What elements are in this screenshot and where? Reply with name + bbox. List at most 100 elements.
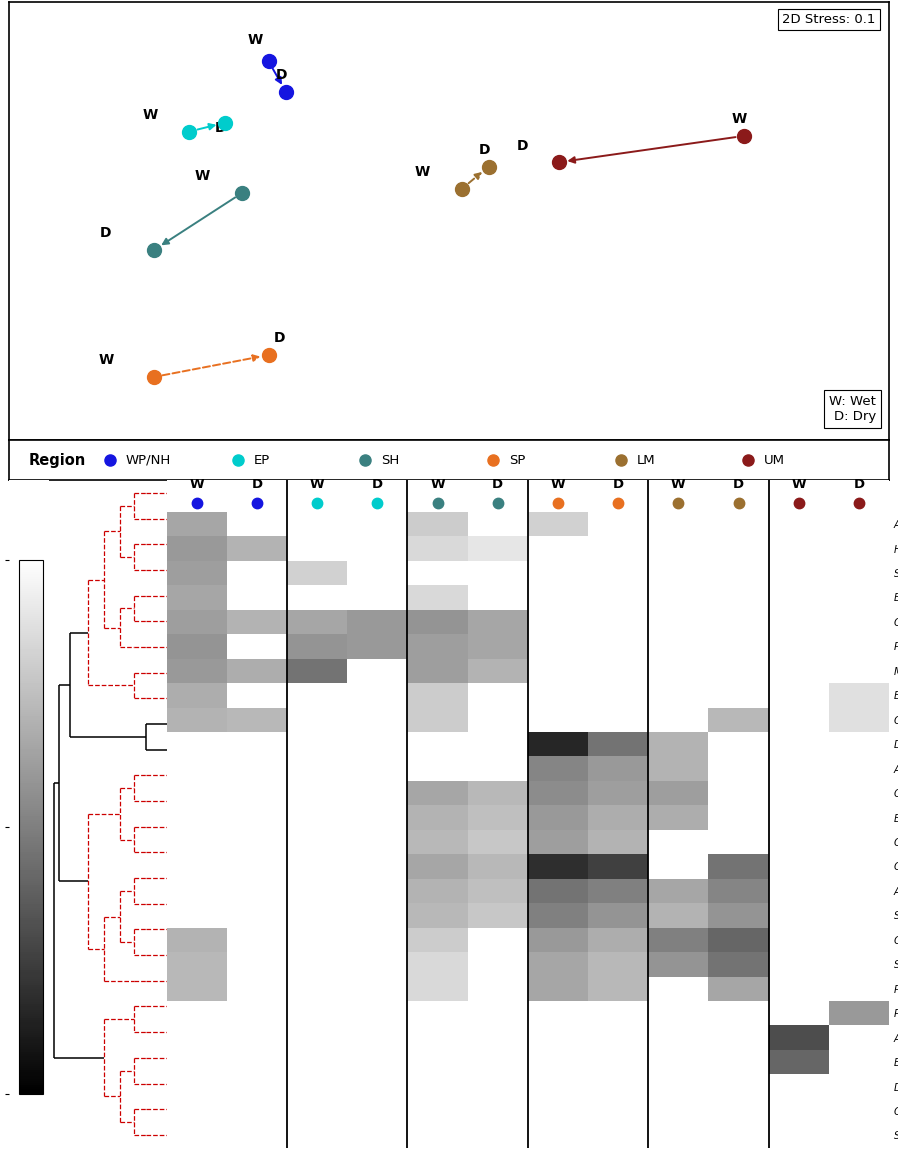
Bar [588,1074,648,1098]
Bar [468,1124,528,1148]
Bar [167,585,227,610]
Bar [468,683,528,707]
Bar [648,952,709,976]
Bar [769,561,829,585]
Bar [167,903,227,928]
Bar [468,731,528,757]
Bar [769,854,829,879]
Bar [287,1000,348,1026]
Bar [709,781,769,805]
Bar [769,1098,829,1124]
Bar [588,634,648,659]
Bar [167,536,227,561]
Bar [287,879,348,903]
Bar [287,561,348,585]
Bar [648,976,709,1000]
Bar [408,879,468,903]
Bar [769,781,829,805]
Bar [769,1000,829,1026]
Bar [528,512,588,536]
Bar [468,879,528,903]
Bar [348,683,408,707]
Bar [227,634,287,659]
Bar [528,1098,588,1124]
Bar [167,1124,227,1148]
Bar [468,976,528,1000]
Bar [588,610,648,634]
Bar [227,879,287,903]
Bar [408,952,468,976]
Bar [227,610,287,634]
Bar [348,634,408,659]
Text: W: W [550,478,565,491]
Bar [588,1026,648,1050]
Bar [468,659,528,683]
Text: SH: SH [382,454,400,467]
Bar [408,781,468,805]
Bar [408,512,468,536]
Bar [769,805,829,830]
Bar [829,879,889,903]
Bar [348,781,408,805]
Bar [528,731,588,757]
Bar [468,757,528,781]
Text: W: W [732,113,747,126]
Bar [829,610,889,634]
Bar [167,731,227,757]
Bar [588,1124,648,1148]
Bar [408,1074,468,1098]
Bar [648,683,709,707]
Bar [648,1050,709,1074]
Bar [829,512,889,536]
Bar [348,731,408,757]
Bar [227,707,287,731]
Bar [709,805,769,830]
Text: D: D [273,331,285,345]
Bar [408,1000,468,1026]
Bar [287,585,348,610]
Bar [588,830,648,854]
Bar [227,805,287,830]
Bar [709,1098,769,1124]
Bar [287,1124,348,1148]
Bar [408,1050,468,1074]
Bar [648,659,709,683]
Bar [348,854,408,879]
Bar [829,585,889,610]
Bar [287,1074,348,1098]
Bar [769,707,829,731]
Bar [709,830,769,854]
Bar [709,1074,769,1098]
Bar [769,1124,829,1148]
Text: EP: EP [253,454,270,467]
Bar [348,879,408,903]
Bar [588,683,648,707]
Bar [709,1026,769,1050]
Bar [648,854,709,879]
Bar [408,561,468,585]
Bar [468,830,528,854]
Bar [648,585,709,610]
Text: D: D [516,139,528,153]
Bar [227,854,287,879]
Bar [648,536,709,561]
Bar [167,634,227,659]
Bar [588,928,648,952]
Bar [468,610,528,634]
Bar [408,854,468,879]
Bar [588,536,648,561]
Bar [648,634,709,659]
Text: D: D [215,121,226,135]
Bar [528,1000,588,1026]
Bar [227,976,287,1000]
Bar [528,561,588,585]
Text: UM: UM [764,454,785,467]
Bar [167,830,227,854]
Text: Region: Region [29,453,85,468]
Bar [528,707,588,731]
Bar [408,683,468,707]
Bar [829,781,889,805]
Bar [769,610,829,634]
Text: D: D [372,478,383,491]
Bar [348,928,408,952]
